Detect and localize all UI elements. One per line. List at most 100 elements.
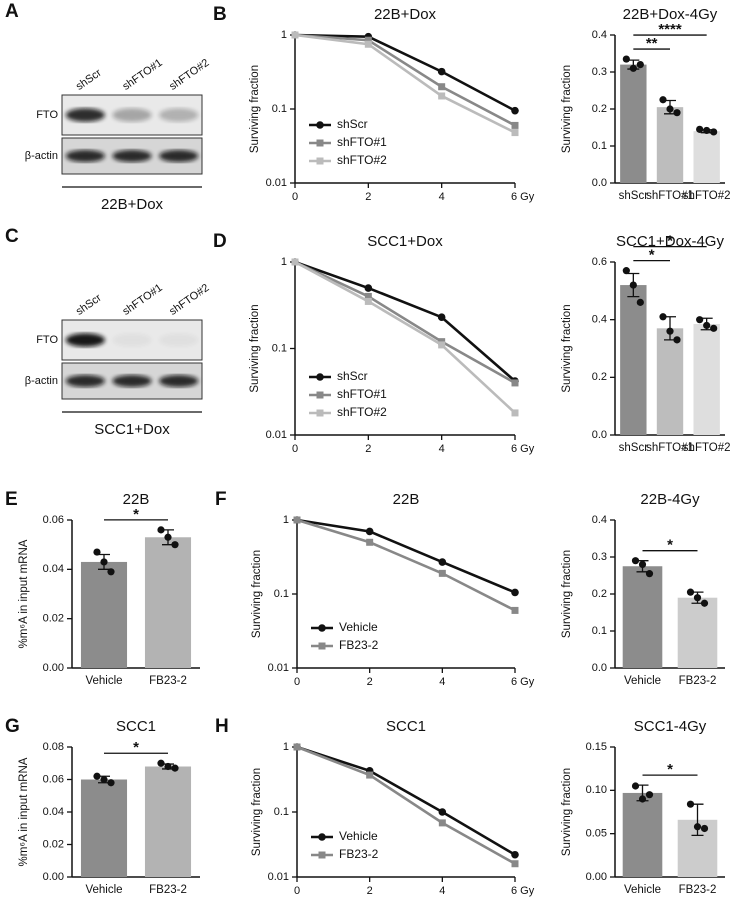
legend-marker [318,642,326,650]
y-tick-label: 0.01 [268,662,289,674]
data-point [364,292,372,300]
y-tick-label: 0.01 [266,177,287,189]
chart-title: SCC1 [386,718,426,735]
replicate-point [673,109,681,117]
blot-band [159,108,199,122]
replicate-point [696,316,704,324]
blot-row-label: β-actin [25,375,58,387]
panel-letter: E [5,489,18,510]
chart-title: SCC1 [116,718,156,735]
replicate-point [631,557,640,565]
x-tick-label: 0 [294,676,300,688]
blot-caption: 22B+Dox [101,196,164,213]
chart-title: SCC1+Dox-4Gy [616,233,724,250]
y-axis-label: Surviving fraction [561,550,573,638]
replicate-point [107,779,115,787]
chart-title: 22B-4Gy [640,491,700,508]
series-line [294,260,516,414]
blot-band [65,108,105,122]
y-tick-label: 0.02 [43,613,64,625]
bar [656,107,684,183]
bar [144,766,192,877]
data-point [366,538,374,546]
y-tick-label: 0.6 [592,256,607,268]
replicate-point [171,764,179,772]
replicate-point [622,55,630,63]
lane-label: shScr [74,67,104,93]
x-tick-label: 4 [439,443,445,455]
panel-letter: F [215,489,227,510]
y-axis-label: Surviving fraction [561,65,573,153]
replicate-point [645,791,654,799]
blot-band [65,374,105,388]
y-tick-label: 0.2 [592,588,607,600]
legend-marker [316,373,324,381]
y-tick-label: 0.1 [274,588,289,600]
chart-title: 22B [123,491,150,508]
replicate-point [645,570,654,578]
replicate-point [703,126,711,135]
blot-band [159,149,199,163]
data-point [366,771,374,779]
replicate-point [629,64,637,72]
legend-label: shFTO#2 [337,405,387,419]
bar [622,792,663,877]
y-tick-label: 0.04 [43,806,64,818]
x-tick-label: Vehicle [85,675,122,687]
replicate-point [638,560,647,569]
data-point [438,558,447,566]
replicate-point [700,824,709,833]
data-point [293,516,301,524]
data-point [438,92,446,100]
data-point [511,606,519,614]
data-point [438,83,446,91]
data-point [437,313,446,322]
data-point [291,31,299,39]
y-tick-label: 0.00 [43,871,64,883]
replicate-point [631,782,640,790]
blot-band [65,149,105,163]
blot-band [112,149,152,163]
legend-marker [316,139,324,147]
bar [656,328,684,435]
significance-label: * [133,506,139,523]
series-line [296,745,516,865]
y-tick-label: 0.2 [592,371,607,383]
series-line [296,518,516,612]
y-axis-label: Surviving fraction [249,65,261,153]
data-point [364,40,372,48]
lane-label: shFTO#1 [121,282,165,318]
data-point [364,284,373,292]
chart-title: 22B+Dox-4Gy [623,6,718,23]
legend-label: shScr [337,369,368,383]
x-tick-label: 2 [367,885,373,897]
replicate-point [700,599,709,607]
x-tick-label: FB23-2 [149,675,187,687]
lane-label: shFTO#1 [121,57,165,93]
x-tick-label: shFTO#1 [646,442,694,454]
y-tick-label: 0.01 [266,429,287,441]
legend-marker [316,121,324,129]
replicate-point [107,568,115,576]
blot-band [159,333,199,347]
series-line [296,518,516,594]
legend-marker [316,391,324,399]
x-tick-label: Vehicle [624,884,661,896]
chart-title: SCC1+Dox [367,233,443,250]
panel-letter: G [5,716,20,737]
replicate-point [93,772,101,780]
replicate-point [659,313,667,321]
y-axis-label: Surviving fraction [561,768,573,856]
panel-letter: D [213,231,227,252]
bar [622,566,663,668]
panel-letter: H [215,716,229,737]
chart-title: 22B+Dox [374,6,437,23]
significance-label: ** [646,35,658,52]
replicate-point [636,298,644,306]
blot-band [65,333,105,347]
significance-label: **** [658,21,682,38]
significance-label: * [133,739,139,756]
x-tick-label: 4 [439,885,445,897]
x-tick-label: 2 [367,676,373,688]
